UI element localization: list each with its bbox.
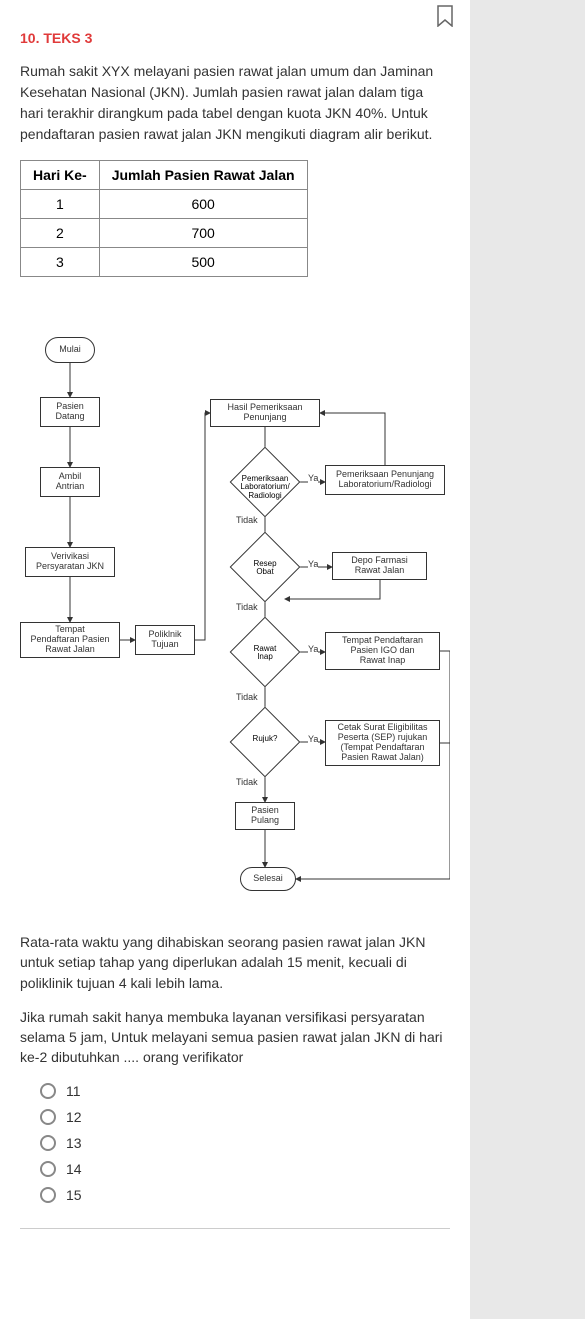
flow-decision-dec_rawat: Rawat Inap [230,627,300,677]
edge-label: Ya [308,644,318,654]
option-label: 11 [66,1083,81,1099]
answer-options: 11 12 13 14 15 [40,1083,450,1203]
table-cell: 700 [99,219,307,248]
question-paragraph-1: Rata-rata waktu yang dihabiskan seorang … [20,932,450,993]
edge-label: Ya [308,734,318,744]
table-cell: 600 [99,190,307,219]
flow-node-mulai: Mulai [45,337,95,363]
table-cell: 500 [99,248,307,277]
edge-label: Ya [308,473,318,483]
answer-option[interactable]: 12 [40,1109,450,1125]
option-label: 14 [66,1161,82,1177]
bookmark-icon[interactable] [435,5,455,27]
flowchart: Mulai Pasien Datang Ambil Antrian Verivikas… [20,327,450,917]
flow-node-tempat_igo: Tempat Pendaftaran Pasien IGO dan Rawat … [325,632,440,670]
flow-node-ambil_antrian: Ambil Antrian [40,467,100,497]
table-row: 3500 [21,248,308,277]
flow-node-pemeriksaan_penunjang: Pemeriksaan Penunjang Laboratorium/Radio… [325,465,445,495]
data-table: Hari Ke-Jumlah Pasien Rawat Jalan 160027… [20,160,308,277]
table-header: Hari Ke- [21,161,100,190]
option-label: 12 [66,1109,82,1125]
edge-label: Tidak [236,602,258,612]
flow-decision-dec_lab: Pemeriksaan Laboratorium/ Radiologi [230,457,300,507]
radio-icon[interactable] [40,1109,56,1125]
table-cell: 2 [21,219,100,248]
flow-decision-dec_resep: Resep Obat [230,542,300,592]
flow-node-pasien_pulang: Pasien Pulang [235,802,295,830]
radio-icon[interactable] [40,1187,56,1203]
answer-option[interactable]: 13 [40,1135,450,1151]
answer-option[interactable]: 14 [40,1161,450,1177]
flow-node-tempat_pendaftaran_rj: Tempat Pendaftaran Pasien Rawat Jalan [20,622,120,658]
flow-node-hasil_pemeriksaan: Hasil Pemeriksaan Penunjang [210,399,320,427]
answer-option[interactable]: 11 [40,1083,450,1099]
flow-node-selesai: Selesai [240,867,296,891]
flow-node-cetak_sep: Cetak Surat Eligibilitas Peserta (SEP) r… [325,720,440,766]
table-row: 2700 [21,219,308,248]
option-label: 13 [66,1135,82,1151]
radio-icon[interactable] [40,1135,56,1151]
flow-node-pasien_datang: Pasien Datang [40,397,100,427]
option-label: 15 [66,1187,82,1203]
edge-label: Tidak [236,692,258,702]
flow-node-poliklinik: Poliklnik Tujuan [135,625,195,655]
side-panel [470,0,585,1319]
table-header: Jumlah Pasien Rawat Jalan [99,161,307,190]
intro-paragraph: Rumah sakit XYX melayani pasien rawat ja… [20,61,450,145]
radio-icon[interactable] [40,1161,56,1177]
question-heading: 10. TEKS 3 [20,30,450,46]
edge-label: Tidak [236,515,258,525]
edge-label: Tidak [236,777,258,787]
table-row: 1600 [21,190,308,219]
flow-node-depo: Depo Farmasi Rawat Jalan [332,552,427,580]
divider [20,1228,450,1229]
question-paragraph-2: Jika rumah sakit hanya membuka layanan v… [20,1007,450,1068]
radio-icon[interactable] [40,1083,56,1099]
answer-option[interactable]: 15 [40,1187,450,1203]
table-cell: 3 [21,248,100,277]
main-panel: 10. TEKS 3 Rumah sakit XYX melayani pasi… [0,0,470,1319]
flow-node-verif: Verivikasi Persyaratan JKN [25,547,115,577]
edge-label: Ya [308,559,318,569]
flow-decision-dec_rujuk: Rujuk? [230,717,300,767]
table-cell: 1 [21,190,100,219]
